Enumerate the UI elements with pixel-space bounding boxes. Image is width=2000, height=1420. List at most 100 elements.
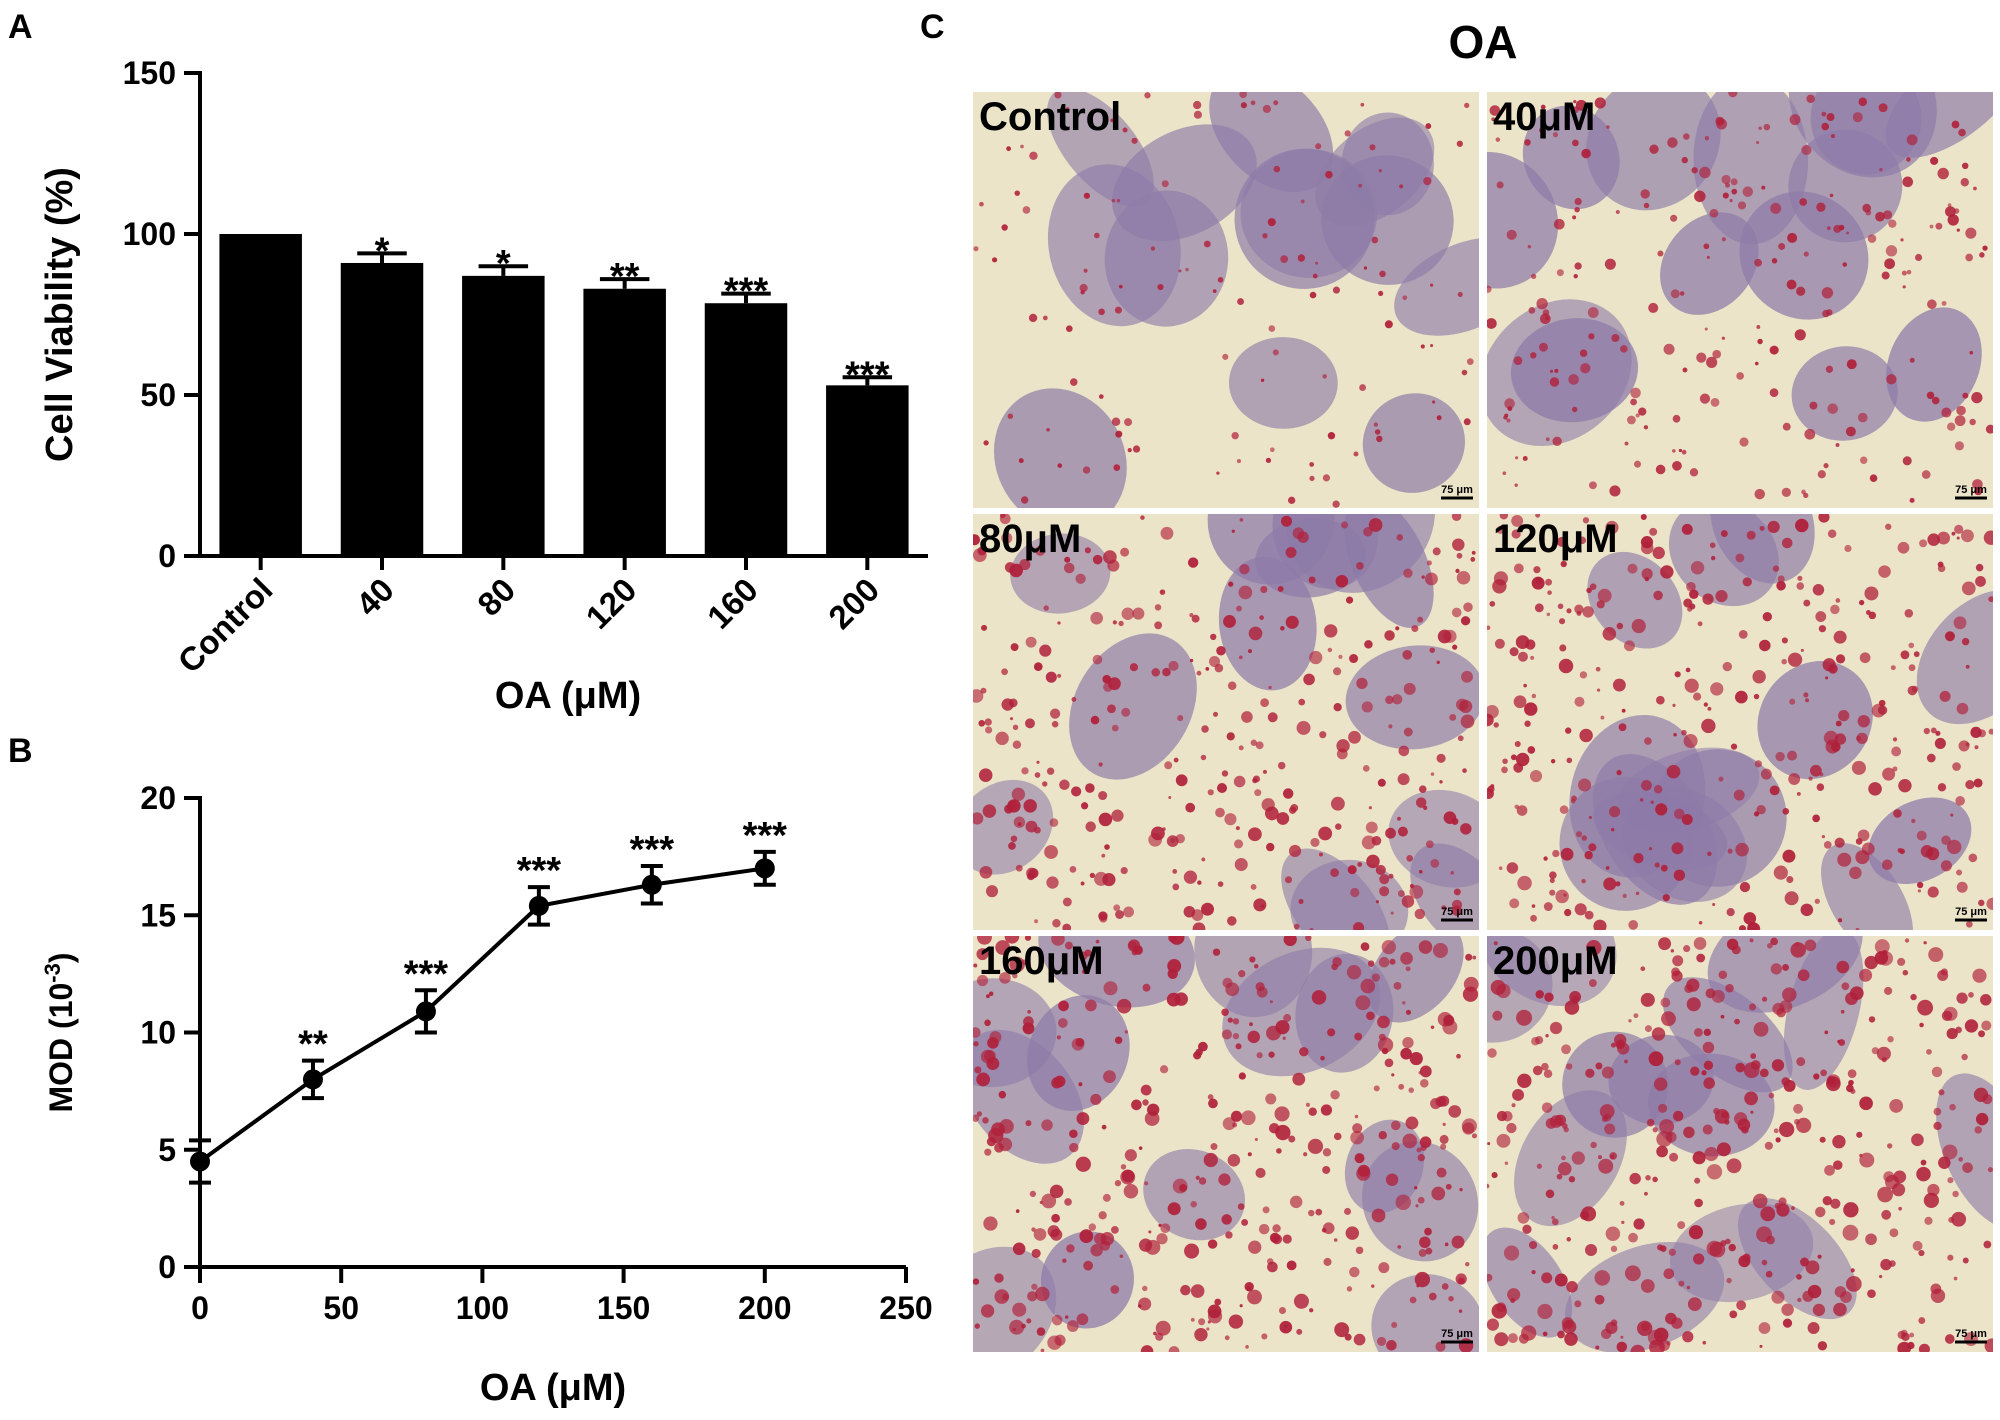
lipid-droplet — [1010, 835, 1018, 843]
lipid-droplet — [1491, 1172, 1498, 1179]
lipid-droplet — [1451, 1235, 1465, 1249]
lipid-droplet — [1561, 1155, 1566, 1161]
lipid-droplet — [1674, 671, 1681, 678]
lipid-droplet — [1545, 437, 1550, 442]
lipid-droplet — [1034, 826, 1041, 834]
bar-160 — [704, 303, 788, 556]
lipid-droplet — [1726, 908, 1735, 917]
lipid-droplet — [1572, 139, 1579, 147]
lipid-droplet — [1850, 1268, 1855, 1273]
lipid-droplet — [1644, 1025, 1652, 1033]
lipid-droplet — [1430, 858, 1440, 868]
lipid-droplet — [1310, 837, 1320, 848]
lipid-droplet — [1847, 1069, 1857, 1078]
lipid-droplet — [1054, 92, 1062, 99]
lipid-droplet — [1238, 655, 1243, 660]
lipid-droplet — [1391, 1142, 1400, 1151]
lipid-droplet — [1103, 981, 1118, 996]
lipid-droplet — [1578, 778, 1592, 792]
lipid-droplet — [981, 624, 988, 631]
cell-body — [1810, 92, 1922, 175]
lipid-droplet — [1937, 561, 1944, 568]
lipid-droplet — [1333, 1238, 1338, 1242]
lipid-droplet — [1721, 237, 1726, 242]
lipid-droplet — [1978, 1030, 1986, 1038]
lipid-droplet — [1672, 414, 1681, 423]
lipid-droplet — [1159, 1065, 1169, 1074]
lipid-droplet — [1371, 1284, 1375, 1288]
lipid-droplet — [1094, 1232, 1107, 1245]
lipid-droplet — [1935, 730, 1941, 736]
lipid-droplet — [1004, 936, 1020, 944]
lipid-droplet — [1083, 192, 1090, 199]
lipid-droplet — [1638, 407, 1647, 416]
lipid-droplet — [1656, 1145, 1668, 1158]
lipid-droplet — [1509, 647, 1519, 657]
lipid-droplet — [1095, 939, 1100, 944]
lipid-droplet — [1535, 1036, 1544, 1045]
lipid-droplet — [1804, 939, 1817, 952]
lipid-droplet — [973, 534, 980, 546]
lipid-droplet — [1543, 902, 1553, 911]
lipid-droplet — [1965, 920, 1973, 928]
lipid-droplet — [1549, 877, 1555, 884]
lipid-droplet — [1397, 816, 1401, 821]
lipid-droplet — [1344, 1207, 1352, 1215]
lipid-droplet — [1148, 832, 1163, 847]
lipid-droplet — [1564, 908, 1572, 917]
lipid-droplet — [1880, 1258, 1892, 1271]
lipid-droplet — [1441, 1283, 1449, 1290]
lipid-droplet — [1690, 1066, 1700, 1076]
lipid-droplet — [1441, 905, 1447, 911]
lipid-droplet — [1381, 939, 1396, 955]
lipid-droplet — [1981, 1020, 1992, 1031]
lipid-droplet — [1212, 948, 1221, 956]
lipid-droplet — [1803, 251, 1809, 257]
lipid-droplet — [1120, 547, 1130, 557]
lipid-droplet — [1260, 698, 1270, 708]
lipid-droplet — [1909, 1332, 1915, 1338]
lipid-droplet — [1787, 232, 1798, 243]
lipid-droplet — [1585, 1068, 1595, 1078]
lipid-droplet — [1070, 378, 1078, 386]
lipid-droplet — [1371, 236, 1379, 244]
lipid-droplet — [1104, 844, 1110, 850]
lipid-droplet — [1487, 1142, 1491, 1146]
lipid-droplet — [1928, 947, 1944, 963]
lipid-droplet — [1246, 1286, 1252, 1292]
lipid-droplet — [1954, 415, 1966, 427]
lipid-droplet — [1881, 949, 1888, 957]
lipid-droplet — [1124, 1030, 1128, 1034]
lipid-droplet — [1644, 737, 1652, 745]
lipid-droplet — [1659, 1119, 1675, 1134]
lipid-droplet — [1681, 449, 1687, 455]
lipid-droplet — [1937, 167, 1949, 180]
lipid-droplet — [1385, 695, 1394, 705]
lipid-droplet — [1015, 864, 1023, 872]
lipid-droplet — [1253, 898, 1267, 912]
lipid-droplet — [1194, 1327, 1208, 1342]
lipid-droplet — [1575, 831, 1583, 838]
lipid-droplet — [1154, 621, 1163, 630]
lipid-droplet — [1579, 1210, 1590, 1220]
lipid-droplet — [1782, 808, 1790, 815]
lipid-droplet — [1743, 912, 1757, 925]
lipid-droplet — [1956, 702, 1969, 715]
lipid-droplet — [1456, 1053, 1461, 1059]
lipid-droplet — [1325, 170, 1333, 179]
lipid-droplet — [1801, 144, 1812, 156]
lipid-droplet — [1247, 1289, 1262, 1305]
lipid-droplet — [1417, 1196, 1425, 1204]
lipid-droplet — [1943, 1006, 1958, 1021]
lipid-droplet — [1911, 818, 1916, 824]
lipid-droplet — [1276, 1148, 1282, 1154]
lipid-droplet — [1818, 625, 1827, 633]
lipid-droplet — [1031, 1283, 1038, 1290]
lipid-droplet — [1168, 1346, 1180, 1352]
lipid-droplet — [1398, 745, 1410, 757]
lipid-droplet — [1927, 1183, 1940, 1197]
lipid-droplet — [1782, 1318, 1793, 1328]
lipid-droplet — [1639, 798, 1644, 802]
lipid-droplet — [1185, 267, 1189, 272]
lipid-droplet — [1965, 779, 1975, 790]
